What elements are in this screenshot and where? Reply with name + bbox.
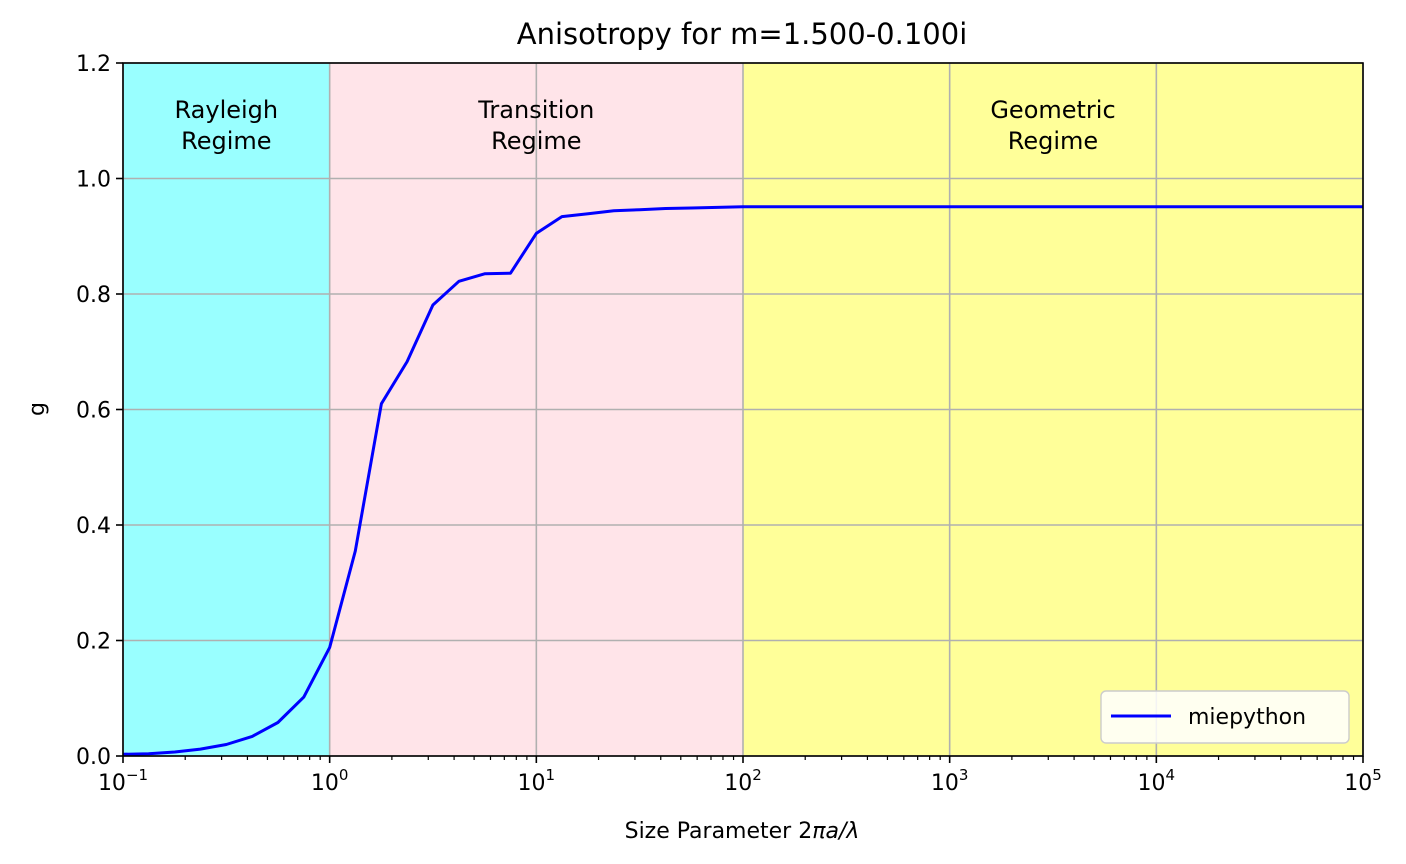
x-axis-label-math: πa/λ (812, 819, 859, 844)
y-tick-label: 1.0 (76, 168, 111, 193)
x-tick-label: 104 (1138, 766, 1176, 796)
x-tick-label-base: 10 (724, 771, 752, 796)
y-tick-label: 0.2 (76, 630, 111, 655)
x-tick-label-base: 10 (518, 771, 546, 796)
x-tick-label-base: 10 (1344, 771, 1372, 796)
region-label-transition: Transition Regime (477, 96, 594, 155)
legend-label: miepython (1188, 705, 1306, 730)
x-tick-label: 102 (724, 766, 762, 796)
x-tick-label-exponent: 1 (546, 766, 556, 784)
x-tick-label: 10−1 (98, 766, 148, 796)
x-axis-label: Size Parameter 2πa/λ (625, 819, 860, 844)
x-tick-label-exponent: −1 (126, 766, 148, 784)
y-tick-label: 1.2 (76, 52, 111, 77)
y-tick-label: 0.8 (76, 283, 111, 308)
chart-title: Anisotropy for m=1.500-0.100i (517, 17, 968, 51)
region-label-rayleigh: Rayleigh Regime (175, 96, 279, 155)
region-label-line1: Transition (477, 96, 594, 124)
x-tick-label: 105 (1344, 766, 1382, 796)
x-tick-label-exponent: 2 (752, 766, 762, 784)
series-line-miepython (122, 205, 1363, 756)
x-tick-label-base: 10 (1138, 771, 1166, 796)
legend: miepython (1100, 690, 1350, 744)
x-tick-label: 101 (518, 766, 556, 796)
x-tick-label-exponent: 5 (1372, 766, 1382, 784)
x-tick-label-base: 10 (98, 771, 126, 796)
region-label-line2: Regime (491, 127, 581, 155)
x-tick-label: 100 (311, 766, 349, 796)
x-tick-label-base: 10 (311, 771, 339, 796)
x-tick-label-exponent: 3 (959, 766, 969, 784)
x-axis-label-text: Size Parameter 2 (625, 819, 813, 844)
x-tick-label-base: 10 (931, 771, 959, 796)
region-label-line2: Regime (181, 127, 271, 155)
x-tick-label: 103 (931, 766, 969, 796)
region-label-geometric: Geometric Regime (990, 96, 1115, 155)
region-label-line1: Geometric (990, 96, 1115, 124)
plot-area: Rayleigh Regime Transition Regime Geometric R… (76, 52, 1382, 796)
region-label-line1: Rayleigh (175, 96, 279, 124)
y-axis-label: g (25, 402, 50, 416)
y-tick-label: 0.6 (76, 399, 111, 424)
y-tick-label: 0.4 (76, 514, 111, 539)
y-tick-label: 0.0 (76, 745, 111, 770)
x-tick-label-exponent: 4 (1166, 766, 1176, 784)
region-label-line2: Regime (1008, 127, 1098, 155)
legend-box (1100, 690, 1350, 744)
x-tick-label-exponent: 0 (339, 766, 349, 784)
